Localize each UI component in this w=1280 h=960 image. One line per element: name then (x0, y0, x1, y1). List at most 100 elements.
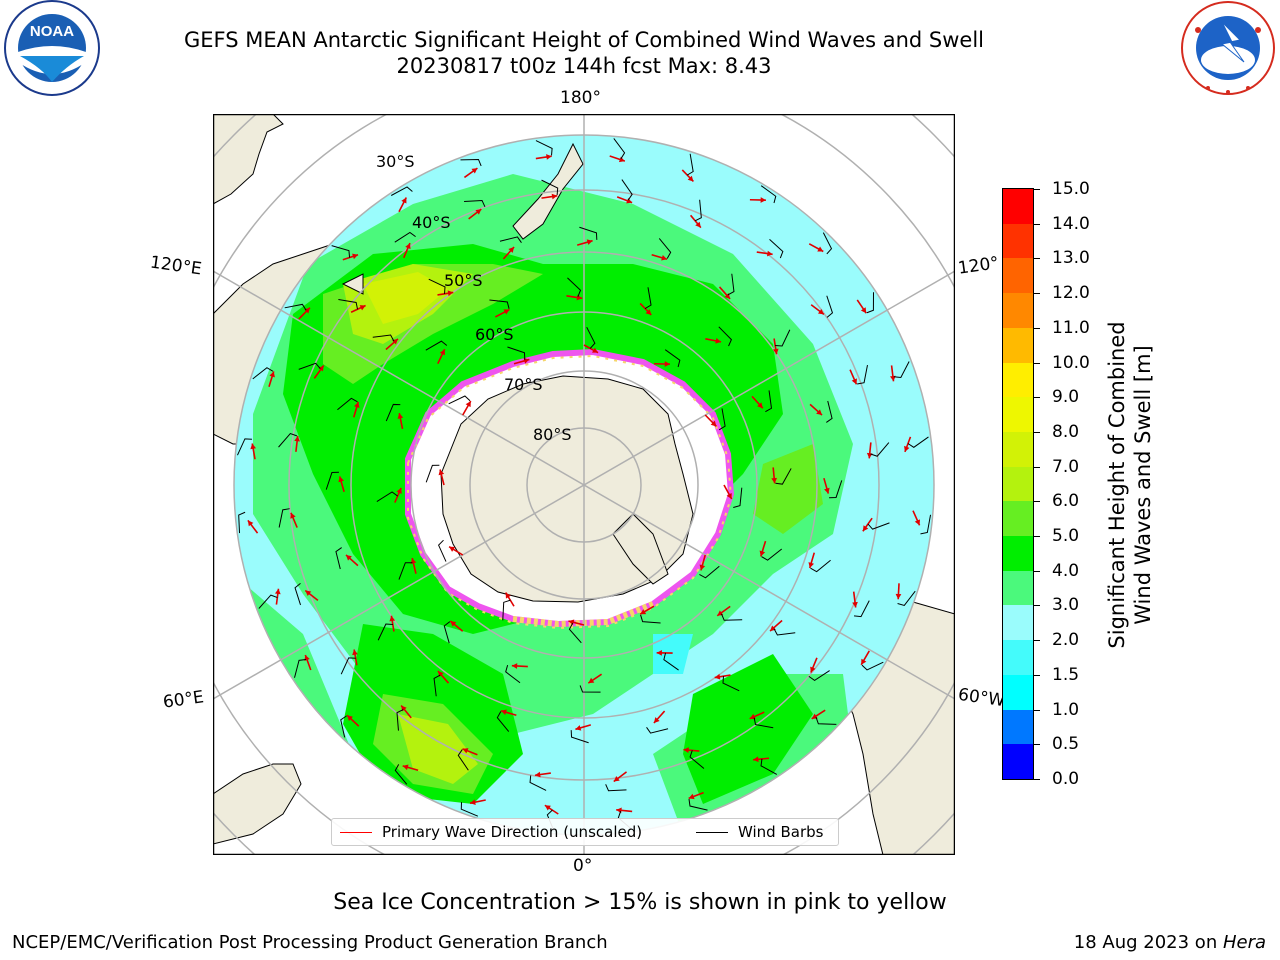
wind-barb (579, 226, 598, 240)
noaa-logo: NOAA (4, 0, 100, 96)
wind-barb (605, 784, 627, 792)
wind-barb (853, 600, 870, 618)
colorbar-tick (1034, 431, 1040, 433)
wind-barb (394, 231, 416, 243)
colorbar-tick-label: 10.0 (1052, 352, 1090, 373)
colorbar-tick (1034, 605, 1040, 607)
wind-barb (694, 199, 702, 222)
wind-barb (502, 599, 511, 621)
wave-arrowhead (471, 168, 478, 174)
noaa-logo-text: NOAA (30, 23, 74, 40)
wind-barb (496, 711, 510, 732)
colorbar-segment (1003, 709, 1033, 745)
wind-barb (721, 613, 743, 621)
wave-arrowhead (688, 793, 695, 800)
wind-barb (567, 277, 582, 297)
wind-barb (861, 661, 884, 671)
colorbar-segment (1003, 223, 1033, 259)
colorbar-tick-label: 4.0 (1052, 560, 1080, 581)
wind-barb (857, 364, 868, 385)
wind-barb (535, 140, 553, 156)
wind-barb (640, 614, 661, 624)
wind-barb (331, 245, 351, 258)
wind-barb (252, 367, 274, 380)
map-frame (213, 114, 955, 855)
wave-arrowhead (247, 520, 254, 527)
colorbar-tick (1034, 536, 1040, 538)
wind-barb (457, 749, 469, 771)
colorbar-tick-label: 14.0 (1052, 213, 1090, 234)
footer-date: 18 Aug 2023 on Hera (1074, 932, 1266, 953)
wind-barb (760, 758, 778, 775)
wave-arrowhead (860, 307, 867, 314)
wind-barb (773, 628, 796, 636)
wave-arrowhead (352, 253, 359, 260)
wind-barb (646, 727, 669, 734)
wind-barb (464, 199, 486, 208)
wave-arrowhead (586, 239, 593, 245)
wind-barb (893, 361, 910, 378)
wave-arrowhead (505, 592, 511, 599)
colorbar-tick-label: 15.0 (1052, 179, 1090, 199)
chart-subtitle: 20230817 t00z 144h fcst Max: 8.43 (396, 54, 772, 78)
lat-label-40s: 40°S (412, 213, 451, 232)
colorbar-tick-label: 11.0 (1052, 317, 1090, 338)
colorbar-label-line1: Significant Height of Combined (1105, 321, 1129, 649)
wind-barb (826, 295, 834, 318)
wave-arrowhead (695, 221, 701, 228)
wave-arrowhead (661, 255, 668, 261)
lat-label-80s: 80°S (533, 425, 572, 444)
wind-barb (775, 468, 792, 485)
wave-arrowhead (465, 401, 471, 408)
wave-arrowhead (534, 771, 541, 778)
colorbar-tick (1034, 223, 1040, 225)
wave-arrowhead (715, 338, 722, 344)
colorbar-tick (1034, 744, 1040, 746)
legend-wind-barbs: Wind Barbs (696, 823, 823, 841)
wind-barb (870, 442, 890, 457)
lon-label-180: 180° (560, 88, 601, 108)
wave-arrowhead (462, 748, 469, 754)
legend-wave-label: Primary Wave Direction (unscaled) (382, 823, 643, 841)
wave-arrowhead (345, 554, 352, 561)
wave-arrowhead (816, 409, 823, 416)
wave-arrowhead (664, 361, 670, 367)
wind-barb (688, 799, 708, 811)
wave-arrowhead (318, 365, 324, 372)
wind-barb (338, 298, 359, 310)
wave-arrowhead (817, 246, 824, 252)
colorbar-tick (1034, 293, 1040, 295)
colorbar-tick (1034, 362, 1040, 364)
wave-arrowhead (851, 378, 857, 385)
wave-arrowhead (352, 649, 358, 656)
wave-arrowhead (618, 156, 625, 163)
wave-arrowhead (772, 348, 779, 355)
australia-land (213, 114, 284, 205)
lat-label-30s: 30°S (376, 152, 415, 171)
wave-arrowhead (250, 443, 257, 450)
wave-arrowhead (640, 609, 647, 615)
wave-arrowhead (405, 243, 411, 250)
colorbar-segment (1003, 466, 1033, 502)
wave-arrowhead (653, 717, 660, 724)
colorbar-tick (1034, 466, 1040, 468)
wind-barb (570, 730, 589, 744)
nws-logo (1181, 1, 1275, 95)
lon-label-60e: 60°E (161, 687, 206, 713)
wind-barb (489, 299, 510, 309)
polar-map (213, 114, 955, 855)
wave-arrowhead (862, 525, 869, 532)
wind-barb (398, 562, 413, 580)
colorbar-segment (1003, 570, 1033, 606)
sea-ice-caption: Sea Ice Concentration > 15% is shown in … (333, 890, 947, 915)
colorbar-tick-label: 2.0 (1052, 630, 1080, 651)
lon-label-60w: 60°W (956, 684, 1007, 712)
colorbar-segment (1003, 604, 1033, 641)
wave-arrowhead (852, 601, 858, 608)
wave-arrowhead (438, 469, 445, 476)
wave-arrowhead (402, 764, 409, 771)
wind-barb (822, 232, 833, 255)
lon-label-120w: 120° (956, 253, 1001, 279)
wind-barb (448, 395, 471, 405)
footer-date-text: 18 Aug 2023 on (1073, 932, 1223, 953)
